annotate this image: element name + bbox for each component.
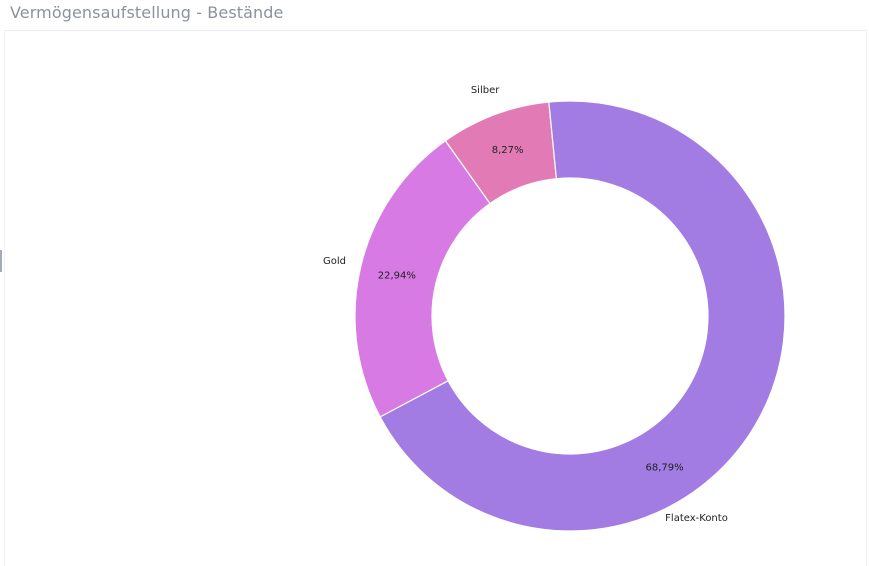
category-label-gold: Gold xyxy=(323,256,346,267)
donut-slices xyxy=(354,100,786,532)
category-label-silber: Silber xyxy=(471,85,500,96)
value-label-silber: 8,27% xyxy=(492,145,524,156)
donut-labels: 22,94% Gold 8,27% Silber 68,79% Flatex-Konto xyxy=(323,85,728,524)
panel-right-border xyxy=(866,30,867,566)
slice-gold[interactable] xyxy=(354,139,491,418)
category-label-flatex-konto: Flatex-Konto xyxy=(665,513,728,524)
panel-header: Vermögensaufstellung - Bestände xyxy=(4,0,867,31)
panel-left-border xyxy=(4,30,5,566)
panel-title: Vermögensaufstellung - Bestände xyxy=(10,3,284,22)
slice-flatex-konto[interactable] xyxy=(379,100,786,532)
value-label-flatex-konto: 68,79% xyxy=(646,462,684,473)
resize-handle[interactable] xyxy=(0,250,2,272)
value-label-gold: 22,94% xyxy=(378,271,416,282)
